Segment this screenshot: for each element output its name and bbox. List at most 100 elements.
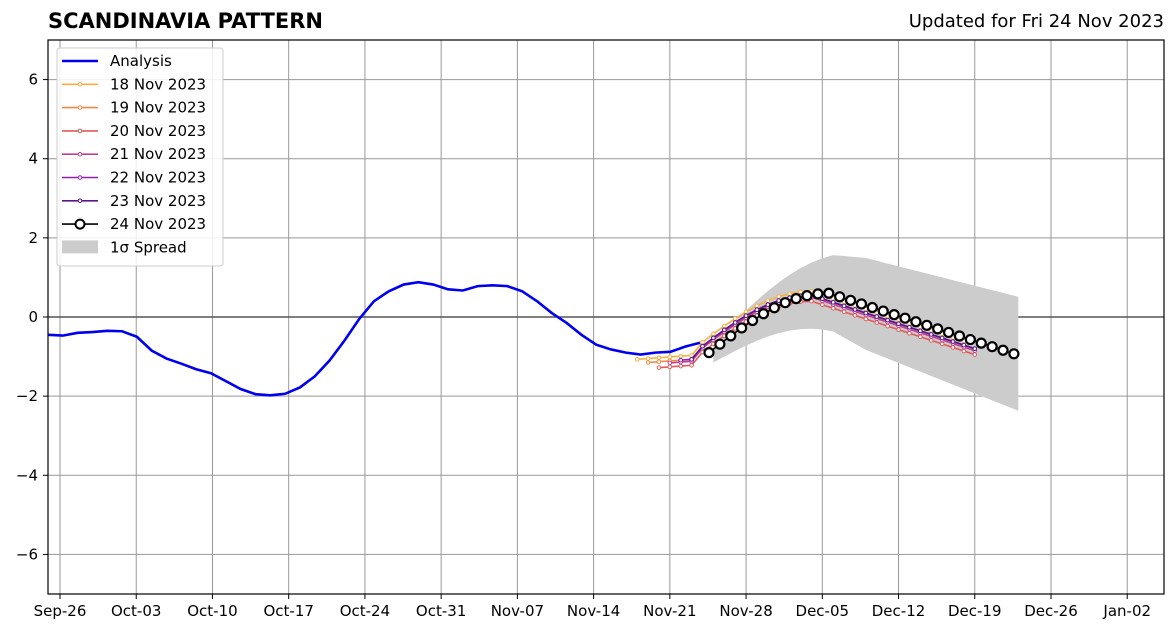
forecast-point: [757, 308, 770, 320]
x-tick-label: Oct-24: [340, 602, 390, 620]
forecast-point: [689, 362, 694, 368]
y-tick-label: 2: [28, 229, 38, 247]
forecast-point: [972, 352, 978, 357]
forecast-point: [855, 298, 868, 310]
forecast-point: [918, 334, 923, 340]
forecast-point: [721, 327, 727, 333]
forecast-point: [961, 348, 967, 354]
forecast-point: [844, 294, 857, 306]
analysis-line: [47, 280, 701, 397]
chart-subtitle: Updated for Fri 24 Nov 2023: [908, 11, 1164, 32]
legend-box: [56, 47, 224, 267]
legend-item-spread: 1σ Spread: [62, 238, 187, 256]
forecast-point: [841, 309, 847, 315]
forecast-point: [776, 294, 782, 299]
forecast-point: [932, 323, 944, 335]
forecast-point: [950, 339, 956, 344]
legend-marker: [77, 151, 83, 157]
forecast-point: [953, 330, 966, 342]
legend-item-f19: 19 Nov 2023: [62, 99, 206, 117]
x-tick-label: Oct-10: [187, 602, 237, 620]
legend-label: Analysis: [110, 52, 172, 70]
y-tick-label: −4: [16, 466, 38, 484]
forecast-point: [667, 360, 673, 366]
legend-marker: [74, 218, 86, 230]
forecast-point: [645, 356, 651, 361]
forecast-point: [787, 291, 792, 296]
forecast-point: [656, 355, 662, 361]
forecast-point: [961, 342, 967, 348]
legend-label: 20 Nov 2023: [110, 122, 206, 140]
forecast-point: [942, 326, 955, 339]
forecast-point: [823, 287, 835, 299]
legend-item-f18: 18 Nov 2023: [62, 75, 206, 93]
forecast-point: [725, 330, 737, 342]
forecast-point: [678, 357, 684, 363]
forecast-point: [975, 337, 987, 349]
forecast-point: [678, 353, 684, 359]
legend-marker: [77, 82, 83, 87]
forecast-point: [885, 323, 890, 329]
legend-label: 18 Nov 2023: [110, 75, 206, 93]
legend-marker: [77, 105, 83, 110]
forecast-point: [689, 357, 694, 362]
legend-item-f24: 24 Nov 2023: [62, 215, 206, 233]
legend-label: 22 Nov 2023: [110, 169, 206, 187]
x-tick-label: Sep-26: [34, 602, 87, 620]
forecast-point: [939, 335, 945, 341]
legend-label: 23 Nov 2023: [110, 192, 206, 210]
forecast-point: [743, 313, 749, 319]
x-tick-label: Oct-31: [416, 602, 466, 620]
legend-swatch: [62, 240, 98, 254]
forecast-point: [746, 314, 759, 327]
forecast-point: [964, 333, 976, 346]
forecast-point: [928, 332, 934, 337]
forecast-point: [645, 360, 651, 365]
forecast-point: [834, 291, 846, 303]
forecast-point: [667, 354, 673, 360]
legend-item-f20: 20 Nov 2023: [62, 122, 206, 140]
x-tick-label: Nov-14: [567, 602, 620, 620]
y-tick-label: −6: [16, 545, 38, 563]
forecast-point: [732, 320, 738, 325]
forecast-point: [874, 314, 880, 319]
forecast-point: [950, 345, 956, 350]
forecast-point: [711, 335, 716, 341]
forecast-point: [885, 317, 890, 323]
x-tick-label: Dec-26: [1024, 602, 1078, 620]
forecast-point: [667, 364, 673, 370]
forecast-point: [972, 346, 978, 351]
forecast-point: [714, 338, 726, 350]
forecast-point: [852, 307, 858, 312]
x-tick-label: Nov-21: [643, 602, 696, 620]
forecast-point: [830, 305, 836, 311]
y-tick-label: 4: [28, 150, 38, 168]
forecast-point: [896, 321, 901, 327]
forecast-point: [928, 338, 934, 343]
forecast-point: [678, 363, 684, 369]
forecast-point: [736, 322, 748, 334]
forecast-point: [812, 288, 824, 300]
forecast-point: [918, 328, 923, 334]
legend-label: 19 Nov 2023: [110, 99, 206, 117]
legend-label: 24 Nov 2023: [110, 215, 206, 233]
forecast-point: [863, 310, 869, 316]
forecast-point: [896, 327, 901, 332]
forecast-point: [732, 316, 738, 321]
x-tick-label: Oct-03: [111, 602, 161, 620]
forecast-point: [921, 319, 933, 331]
y-tick-label: 6: [28, 71, 38, 89]
spread-band: [713, 255, 1019, 411]
forecast-point: [798, 289, 803, 295]
forecast-point: [888, 309, 900, 321]
forecast-point: [907, 324, 912, 330]
x-tick-label: Nov-28: [719, 602, 772, 620]
legend-marker: [77, 198, 83, 204]
forecast-series-24: [703, 287, 1020, 360]
forecast-point: [863, 316, 869, 322]
legend-label: 21 Nov 2023: [110, 145, 206, 163]
forecast-point: [841, 303, 847, 309]
forecast-point: [1008, 348, 1020, 360]
forecast-point: [721, 323, 727, 329]
